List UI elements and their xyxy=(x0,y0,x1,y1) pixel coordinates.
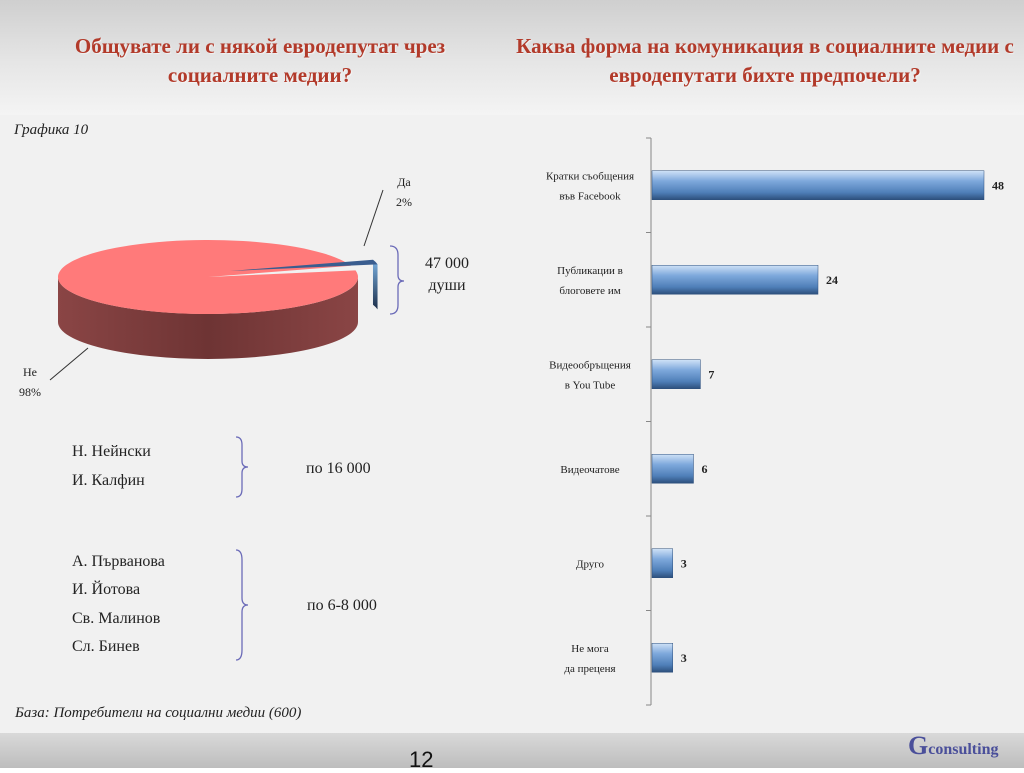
bar-category-label: във Facebook xyxy=(559,190,621,202)
pie-label-no-name: Не xyxy=(23,365,37,379)
pie-chart xyxy=(49,189,405,381)
brace-group-2 xyxy=(235,549,249,661)
content-panel xyxy=(0,115,1024,733)
group-1-value: по 16 000 xyxy=(306,460,371,477)
figure-label: Графика 10 xyxy=(14,122,89,138)
bar-category-label: Кратки съобщения xyxy=(546,170,634,182)
left-title: Общувате ли с някой евродепутат чрез соц… xyxy=(74,34,446,87)
bar-1 xyxy=(651,265,819,295)
group-2-value: по 6-8 000 xyxy=(307,597,377,614)
bar-chart: 48 Кратки съобщения във Facebook 24 Публикац… xyxy=(546,137,1004,706)
bar-2 xyxy=(651,359,701,389)
mep-name: Св. Малинов xyxy=(72,610,161,627)
brace-group-1 xyxy=(235,436,249,498)
bar-category-label: Видеочатове xyxy=(560,464,619,476)
brace-pie xyxy=(389,245,405,315)
page-number: 12 xyxy=(409,747,434,772)
bar-4 xyxy=(651,548,673,578)
company-logo: Gconsulting xyxy=(908,731,998,761)
mep-name: А. Първанова xyxy=(72,553,165,570)
pie-slice-no-side xyxy=(58,277,358,359)
bar-category-label: Публикации в xyxy=(557,265,623,277)
pie-label-yes-pct: 2% xyxy=(396,195,412,209)
logo-letter: G xyxy=(908,731,929,760)
pie-audience-note: 47 000 души xyxy=(412,253,482,297)
base-note: База: Потребители на социални медии (600… xyxy=(15,705,302,721)
bar-0 xyxy=(651,170,985,200)
pie-slice-yes-side xyxy=(372,259,378,310)
bar-value-label: 7 xyxy=(708,367,714,381)
bar-value-label: 3 xyxy=(681,556,687,570)
pie-label-no-pct: 98% xyxy=(19,385,41,399)
bar-3 xyxy=(651,454,694,484)
mep-name: Н. Нейнски xyxy=(72,443,151,460)
mep-name: И. Йотова xyxy=(72,581,141,598)
pie-label-yes-name: Да xyxy=(397,175,411,189)
bar-value-label: 3 xyxy=(681,651,687,665)
pie-label-yes: Да 2% xyxy=(384,172,424,212)
bar-category-label: Друго xyxy=(576,558,605,570)
bar-category-label: Не мога xyxy=(571,643,609,655)
pie-slice-yes xyxy=(230,259,378,271)
bar-value-label: 6 xyxy=(702,462,708,476)
bar-category-label: да преценя xyxy=(564,663,615,675)
mep-name: И. Калфин xyxy=(72,472,145,489)
bar-value-label: 24 xyxy=(826,273,838,287)
bar-5 xyxy=(651,643,673,673)
right-title: Каква форма на комуникация в социалните … xyxy=(516,34,1014,87)
pie-audience-count: 47 000 xyxy=(425,255,469,272)
header-band xyxy=(0,0,1024,115)
footer-band xyxy=(0,733,1024,768)
bar-value-label: 48 xyxy=(992,178,1004,192)
mep-name: Сл. Бинев xyxy=(72,638,140,655)
pie-slice-no xyxy=(57,240,358,315)
bar-category-label: в You Tube xyxy=(565,379,616,391)
leader-line-no xyxy=(49,347,89,381)
leader-line-yes xyxy=(363,189,384,247)
bar-category-label: Видеообръщения xyxy=(549,359,631,371)
logo-text: consulting xyxy=(928,741,999,758)
bar-category-label: блоговете им xyxy=(559,285,620,297)
pie-label-no: Не 98% xyxy=(10,362,50,402)
pie-audience-unit: души xyxy=(428,277,466,294)
